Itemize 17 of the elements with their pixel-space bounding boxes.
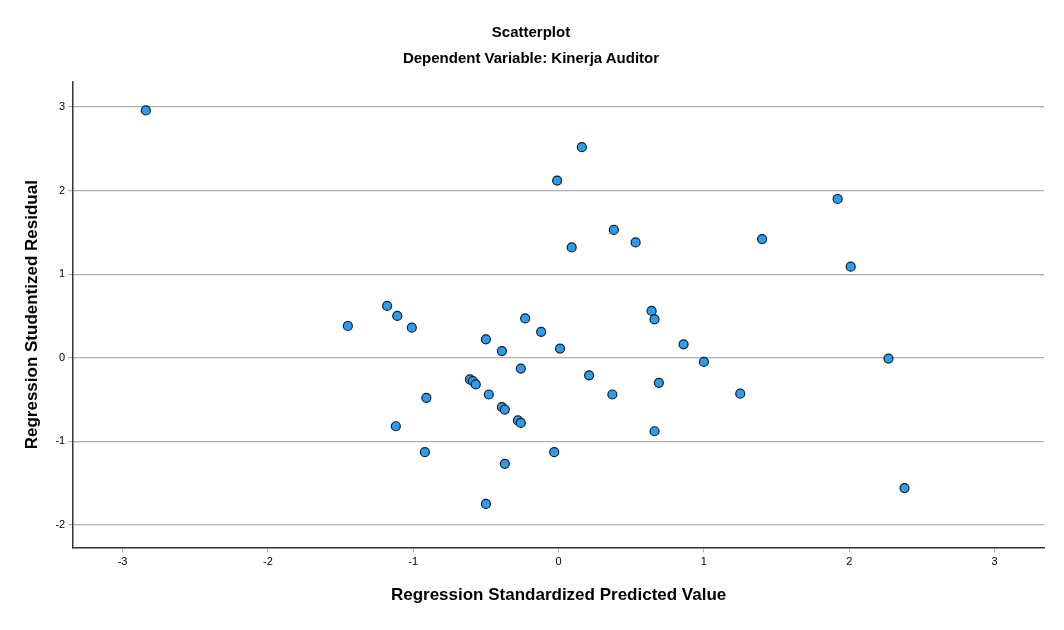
- x-tick-label: 2: [846, 555, 853, 568]
- y-axis-title: Regression Studentized Residual: [21, 180, 41, 450]
- y-tick-label: 1: [59, 267, 66, 280]
- x-tick-label: -3: [117, 555, 128, 568]
- chart-subtitle: Dependent Variable: Kinerja Auditor: [402, 49, 660, 67]
- y-tick-label: 0: [59, 350, 66, 363]
- x-axis-title: Regression Standardized Predicted Value: [390, 585, 727, 605]
- y-tick-label: 2: [59, 183, 66, 196]
- y-tick-label: 3: [59, 100, 66, 113]
- x-tick-label: -2: [263, 555, 273, 568]
- x-tick-label: 3: [991, 555, 998, 568]
- x-tick-label: 1: [700, 555, 707, 568]
- chart-title: Scatterplot: [491, 23, 571, 41]
- x-tick-label: 0: [555, 555, 562, 568]
- x-tick-label: -1: [408, 555, 419, 568]
- y-tick-label: -1: [55, 434, 66, 447]
- y-tick-label: -2: [55, 517, 66, 530]
